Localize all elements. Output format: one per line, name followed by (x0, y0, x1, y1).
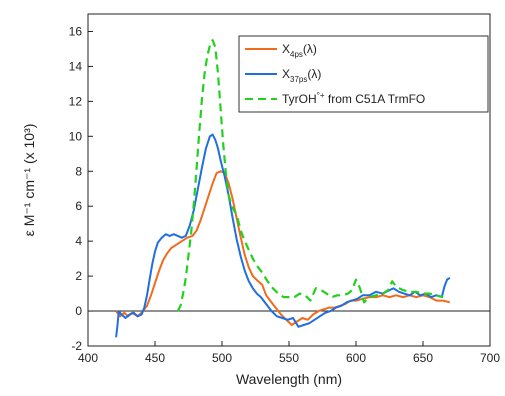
x-tick-label: 400 (78, 351, 98, 365)
y-tick-label: 16 (69, 24, 83, 38)
x-tick-label: 650 (413, 351, 433, 365)
x-axis-title: Wavelength (nm) (236, 371, 342, 387)
y-tick-label: 0 (75, 304, 82, 318)
y-tick-label: 12 (69, 94, 83, 108)
x-axis: 400 450 500 550 600 650 700 (78, 341, 500, 365)
x-tick-label: 500 (212, 351, 232, 365)
series-line-3 (176, 39, 444, 312)
x-tick-label: 550 (279, 351, 299, 365)
series-line-1 (115, 170, 451, 326)
x-tick-label: 700 (480, 351, 500, 365)
y-tick-label: 8 (75, 164, 82, 178)
y-tick-label: 4 (75, 234, 82, 248)
x-tick-label: 450 (145, 351, 165, 365)
y-tick-label: 10 (69, 129, 83, 143)
legend-box (238, 35, 489, 113)
y-axis-title: ε M⁻¹ cm⁻¹ (x 10³) (21, 124, 37, 237)
legend: X4ps(λ) X37ps(λ) TyrOH°+ from C51A TrmFO (238, 35, 489, 113)
series-layer (115, 39, 451, 338)
y-tick-label: 6 (75, 199, 82, 213)
legend-label-2: X37ps(λ) (282, 67, 321, 84)
legend-label-3: TyrOH°+ from C51A TrmFO (282, 91, 425, 106)
series-line-2 (115, 133, 451, 338)
y-tick-label: -2 (71, 339, 82, 353)
y-axis: -2 0 2 4 6 8 10 12 14 16 (69, 24, 93, 353)
x-tick-label: 600 (346, 351, 366, 365)
y-tick-label: 2 (75, 269, 82, 283)
y-tick-label: 14 (69, 59, 83, 73)
legend-label-1: X4ps(λ) (282, 42, 317, 59)
